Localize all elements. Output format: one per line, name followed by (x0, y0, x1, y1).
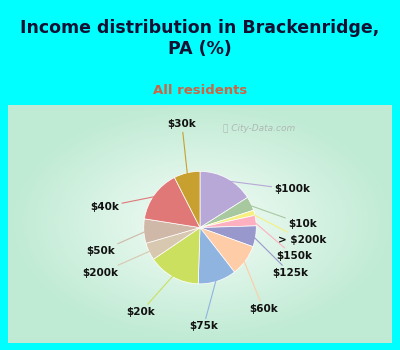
Wedge shape (144, 219, 200, 243)
Wedge shape (174, 172, 200, 228)
Wedge shape (144, 177, 200, 228)
Wedge shape (200, 215, 256, 228)
Wedge shape (200, 228, 253, 272)
Wedge shape (198, 228, 234, 284)
Text: $125k: $125k (253, 236, 308, 278)
Text: $200k: $200k (82, 250, 152, 278)
Wedge shape (200, 226, 256, 247)
Text: $150k: $150k (253, 221, 312, 261)
Wedge shape (146, 228, 200, 259)
Text: $20k: $20k (126, 274, 174, 317)
Text: $100k: $100k (226, 181, 310, 194)
Text: $75k: $75k (189, 279, 218, 331)
Wedge shape (200, 197, 254, 228)
Text: All residents: All residents (153, 84, 247, 97)
Wedge shape (154, 228, 200, 284)
Text: Income distribution in Brackenridge,
PA (%): Income distribution in Brackenridge, PA … (20, 19, 380, 58)
Wedge shape (200, 172, 248, 228)
Text: $40k: $40k (90, 196, 157, 212)
Wedge shape (200, 210, 255, 228)
Text: $60k: $60k (243, 259, 278, 314)
Text: $50k: $50k (86, 231, 147, 257)
Text: $30k: $30k (168, 119, 196, 176)
Text: ⓘ City-Data.com: ⓘ City-Data.com (222, 124, 295, 133)
Text: > $200k: > $200k (252, 214, 326, 245)
Text: $10k: $10k (248, 205, 317, 229)
